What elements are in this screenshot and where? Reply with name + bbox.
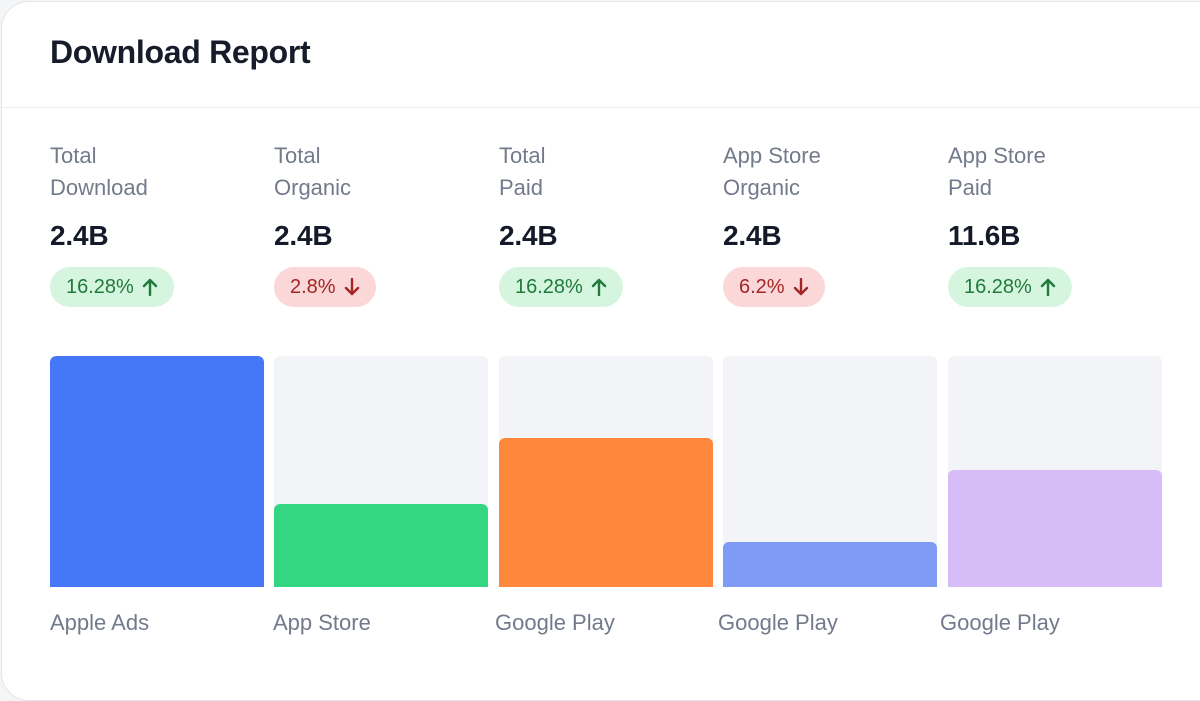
change-badge: 6.2%: [723, 267, 825, 307]
bar-category-label: Google Play: [940, 610, 1060, 635]
stat-label: App Store Paid: [948, 143, 1046, 200]
bar-category-label: Apple Ads: [50, 610, 150, 635]
arrow-down-icon: [344, 278, 359, 296]
change-value: 2.8%: [290, 275, 336, 298]
stat-value: 2.4B: [50, 220, 109, 251]
stat-value: 2.4B: [499, 220, 558, 251]
bar-track: [274, 356, 488, 587]
stat-label: Total Paid: [499, 143, 546, 200]
stat-label: Total Organic: [274, 143, 352, 200]
bar[interactable]: [499, 438, 713, 587]
stat-total-paid: Total Paid 2.4B 16.28%: [499, 140, 713, 307]
stat-value: 2.4B: [723, 220, 782, 251]
change-badge: 16.28%: [948, 267, 1072, 307]
stat-value: 11.6B: [948, 220, 1021, 251]
stat-label: App Store Organic: [723, 143, 821, 200]
stat-app-store-paid: App Store Paid 11.6B 16.28%: [948, 140, 1162, 307]
bar-track: [723, 356, 937, 587]
bar-track: [50, 356, 264, 587]
bar[interactable]: [948, 470, 1162, 587]
change-badge: 2.8%: [274, 267, 376, 307]
arrow-up-icon: [142, 278, 158, 296]
bar-labels: Apple Ads App Store Google Play Google Play…: [2, 610, 1200, 650]
card-title: Download Report: [50, 34, 311, 70]
card-header: Download Report: [2, 2, 1200, 108]
change-badge: 16.28%: [50, 267, 174, 307]
stat-label: Total Download: [50, 143, 148, 200]
bar-track: [499, 356, 713, 587]
change-value: 6.2%: [739, 275, 785, 298]
bar-category-label: Google Play: [718, 610, 838, 635]
bar[interactable]: [274, 504, 488, 587]
change-badge: 16.28%: [499, 267, 623, 307]
stat-app-store-organic: App Store Organic 2.4B 6.2%: [723, 140, 937, 307]
bar-chart: [2, 356, 1200, 587]
change-value: 16.28%: [515, 275, 583, 298]
arrow-up-icon: [591, 278, 607, 296]
bar-category-label: App Store: [273, 610, 371, 635]
stat-total-organic: Total Organic 2.4B 2.8%: [274, 140, 488, 307]
arrow-down-icon: [793, 278, 808, 296]
arrow-up-icon: [1040, 278, 1056, 296]
stat-value: 2.4B: [274, 220, 333, 251]
bar-category-label: Google Play: [495, 610, 615, 635]
stats-row: Total Download 2.4B 16.28% Total Organic…: [2, 140, 1200, 320]
stat-total-download: Total Download 2.4B 16.28%: [50, 140, 264, 307]
change-value: 16.28%: [66, 275, 134, 298]
change-value: 16.28%: [964, 275, 1032, 298]
bar-track: [948, 356, 1162, 587]
bar[interactable]: [723, 542, 937, 587]
bar[interactable]: [50, 356, 264, 587]
